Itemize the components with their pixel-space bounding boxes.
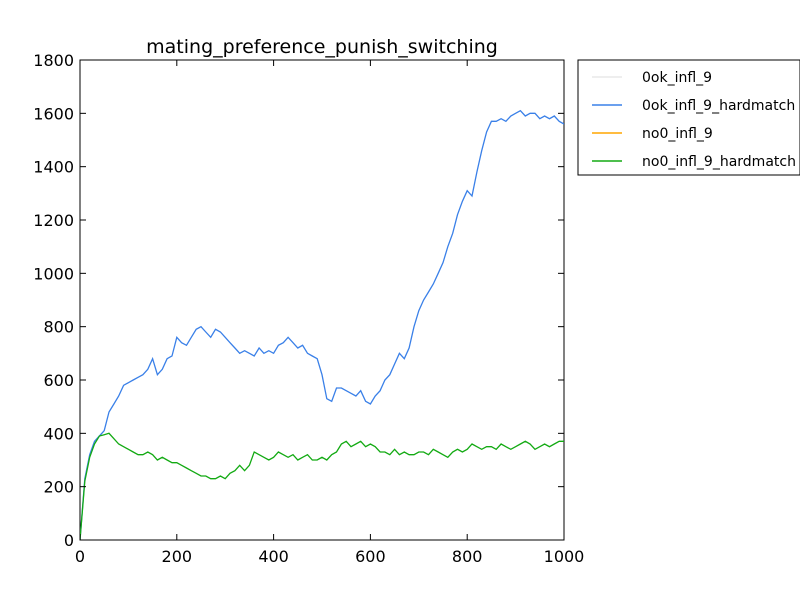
axis-ticks: 0 200 400 600 800 1000 0 200 400 600 800 1000 1200 14… [33,51,584,566]
y-tick-label: 1200 [33,211,74,230]
legend-label: no0_infl_9_hardmatch [642,154,796,170]
y-tick-label: 200 [43,478,74,497]
y-tick-label: 0 [64,531,74,550]
legend: 0ok_infl_9 0ok_infl_9_hardmatch no0_infl_9… [577,59,800,176]
y-tick-label: 1600 [33,104,74,123]
y-tick-label: 1400 [33,158,74,177]
chart-title: mating_preference_punish_switching [146,36,498,58]
y-tick-label: 400 [43,424,74,443]
x-tick-label: 200 [162,547,193,566]
legend-label: no0_infl_9 [642,126,713,142]
legend-box [577,59,800,176]
x-tick-label: 1000 [544,547,585,566]
x-tick-label: 800 [452,547,483,566]
series-line-no0_infl_9_hardmatch [80,432,564,540]
plot-area [79,59,565,541]
plot-frame [79,59,565,541]
y-tick-label: 800 [43,318,74,337]
legend-label: 0ok_infl_9 [642,70,712,86]
x-tick-label: 400 [258,547,289,566]
y-tick-label: 1800 [33,51,74,70]
y-tick-label: 600 [43,371,74,390]
legend-label: 0ok_infl_9_hardmatch [642,98,795,114]
y-tick-label: 1000 [33,264,74,283]
x-tick-label: 600 [355,547,386,566]
series-line-0ok_infl_9_hardmatch [80,109,564,540]
x-tick-label: 0 [75,547,85,566]
